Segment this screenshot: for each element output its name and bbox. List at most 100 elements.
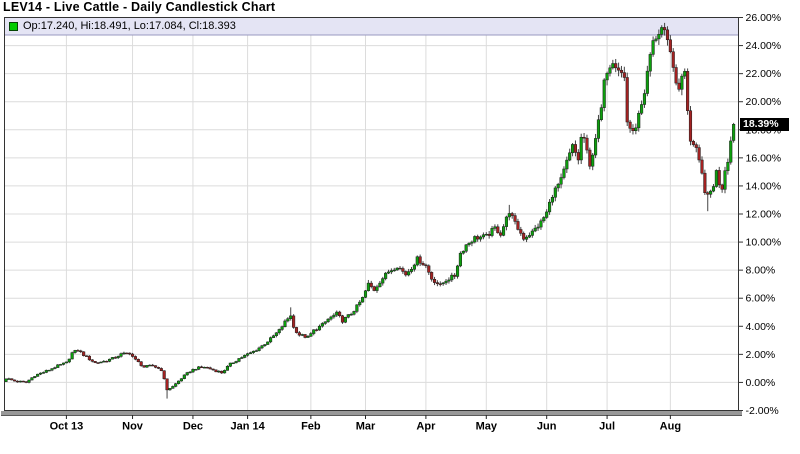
y-tick-label: 4.00% — [746, 321, 776, 333]
candle — [441, 281, 445, 286]
candle — [76, 349, 80, 352]
candle — [694, 142, 698, 153]
candle — [15, 380, 20, 383]
candle — [214, 369, 218, 373]
candle — [38, 372, 43, 376]
candle — [177, 380, 181, 385]
candle — [148, 364, 152, 367]
candle — [628, 119, 632, 133]
candle — [87, 355, 91, 361]
candle — [338, 310, 342, 318]
candle — [438, 281, 442, 287]
candle — [447, 277, 451, 284]
candle — [559, 173, 563, 189]
candle — [274, 332, 278, 338]
candle — [576, 149, 580, 165]
candle — [660, 25, 664, 38]
candle — [634, 123, 638, 135]
candle — [36, 373, 40, 377]
candle — [44, 369, 48, 374]
candle — [185, 371, 189, 376]
candle — [254, 349, 258, 352]
candle — [418, 254, 422, 267]
legend-marker-icon — [9, 21, 18, 31]
candle — [4, 378, 8, 382]
candle — [47, 369, 51, 372]
candle — [631, 124, 635, 135]
candle — [700, 156, 704, 175]
candle — [182, 374, 186, 380]
candle — [381, 276, 385, 286]
candle — [516, 218, 520, 231]
candle — [202, 366, 206, 369]
candle — [496, 224, 500, 234]
candle — [680, 73, 684, 96]
candle — [430, 271, 434, 282]
candle — [398, 266, 402, 270]
candle — [200, 365, 204, 368]
candle — [407, 268, 411, 277]
x-axis-labels: Oct 13 Nov Dec Jan 14 Feb Mar Apr May Jun Jul Aug — [50, 415, 681, 433]
candle — [346, 314, 350, 319]
candle — [220, 370, 224, 374]
candle — [582, 132, 586, 143]
candle — [13, 379, 17, 382]
candle — [671, 48, 675, 72]
candle — [343, 316, 347, 324]
candle — [614, 58, 618, 73]
x-tick-label: Jun — [537, 421, 557, 433]
candle — [608, 64, 612, 77]
x-tick-label: Feb — [301, 421, 321, 433]
candle — [246, 352, 250, 357]
candle — [41, 371, 45, 374]
candle — [588, 147, 592, 170]
candle — [461, 250, 465, 255]
y-tick-label: 22.00% — [746, 68, 782, 80]
candle — [366, 279, 370, 292]
candle — [386, 269, 391, 275]
legend-band — [4, 17, 739, 35]
candle — [562, 166, 566, 180]
candle — [225, 365, 230, 371]
candle — [283, 319, 287, 328]
candles-layer — [4, 22, 736, 399]
candle — [594, 133, 598, 159]
candle — [591, 152, 595, 171]
candle — [363, 289, 368, 299]
candle — [404, 270, 408, 277]
candle — [453, 273, 457, 280]
candle — [412, 263, 416, 272]
candle — [513, 213, 517, 225]
candle — [625, 72, 629, 127]
y-tick-label: 16.00% — [746, 152, 782, 164]
candle — [683, 68, 687, 79]
candle — [159, 367, 163, 372]
candle — [277, 328, 281, 335]
candle — [122, 351, 126, 355]
candle — [703, 169, 707, 195]
candle — [478, 235, 483, 242]
candle — [251, 350, 255, 355]
candle — [263, 344, 267, 347]
candle — [553, 186, 557, 202]
candle — [73, 349, 77, 354]
candle — [162, 370, 166, 380]
candle — [33, 376, 37, 379]
candle — [536, 223, 540, 231]
candle — [128, 352, 132, 356]
ohlc-legend-text: Op:17.240, Hi:18.491, Lo:17.084, Cl:18.3… — [23, 20, 236, 32]
candle — [369, 280, 373, 289]
candle — [467, 242, 471, 247]
candle — [21, 380, 25, 383]
candle — [113, 356, 117, 359]
candle — [243, 354, 247, 359]
candle — [271, 334, 276, 339]
candle — [317, 324, 322, 331]
candle — [234, 360, 238, 364]
candle — [84, 355, 89, 357]
candle — [297, 330, 301, 337]
y-tick-label: 2.00% — [746, 349, 776, 361]
candle — [432, 276, 437, 286]
